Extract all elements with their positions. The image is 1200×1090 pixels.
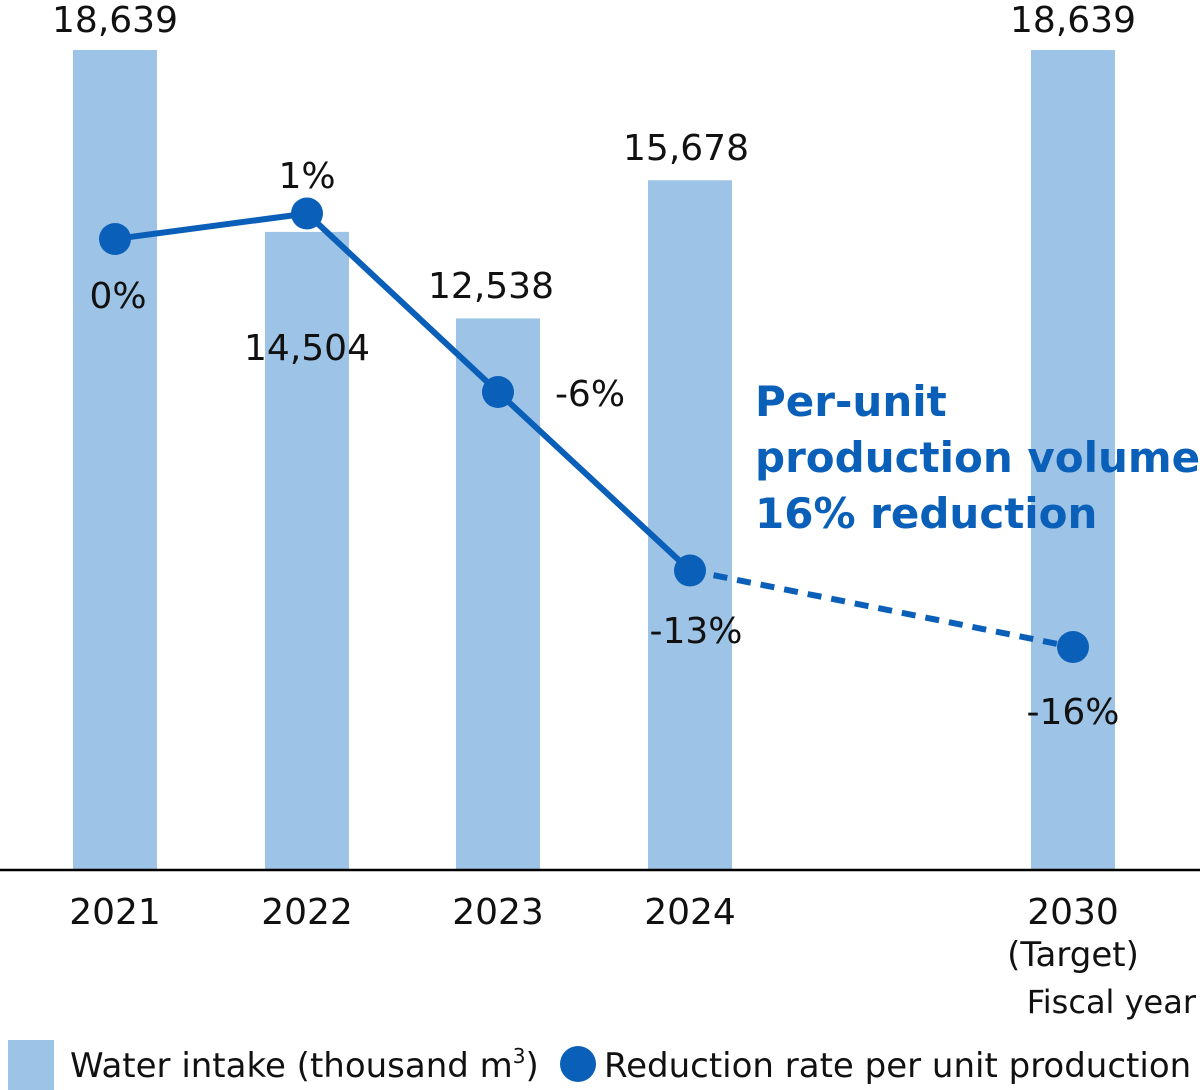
legend-marker-line (560, 1046, 596, 1082)
line-point-2024 (674, 554, 706, 587)
x-tick-label-2023: 2023 (452, 892, 544, 933)
line-point-2030 (1057, 631, 1089, 663)
line-value-label-2023: -6% (555, 374, 625, 415)
bar-2022 (265, 231, 349, 871)
annotation-line-3: 16% reduction (755, 489, 1097, 538)
x-tick-label-2030: 2030 (1027, 892, 1119, 933)
annotation-line-2: production volume (755, 433, 1200, 482)
bar-value-label-2023: 12,538 (428, 266, 554, 307)
bar-value-label-2022: 14,504 (244, 328, 370, 369)
legend-label-bar-sup: 3 (513, 1044, 526, 1068)
x-tick-sublabel-2030: (Target) (1007, 935, 1139, 975)
x-axis-title: Fiscal year (1027, 983, 1197, 1021)
line-segment-3 (495, 389, 693, 573)
bar-2023 (456, 318, 540, 871)
legend-swatch-bar (8, 1040, 54, 1090)
bar-value-label-2024: 15,678 (623, 128, 749, 169)
bar-value-label-2030: 18,639 (1010, 0, 1136, 41)
bar-2021 (73, 50, 157, 870)
line-value-label-2021: 0% (89, 276, 146, 317)
bar-2024 (648, 180, 732, 871)
line-value-label-2024: -13% (649, 611, 742, 652)
line-point-2022 (291, 197, 323, 230)
legend: Water intake (thousand m3) Reduction rat… (8, 1040, 1191, 1090)
legend-label-bar-main: Water intake (thousand m (70, 1046, 513, 1086)
bar-2030 (1031, 50, 1115, 870)
x-tick-label-2022: 2022 (261, 892, 353, 933)
x-tick-label-2021: 2021 (69, 892, 161, 933)
bar-value-label-2021: 18,639 (52, 0, 178, 41)
line-value-label-2022: 1% (278, 156, 335, 197)
legend-label-line: Reduction rate per unit production (604, 1046, 1191, 1086)
line-segment-1 (114, 210, 308, 242)
annotation-line-1: Per-unit (755, 377, 947, 426)
line-point-2023 (482, 376, 514, 408)
legend-label-bar: Water intake (thousand m3) (70, 1044, 539, 1086)
bar-group (73, 50, 1115, 871)
x-tick-label-2024: 2024 (644, 892, 736, 933)
label-group: 18,639 14,504 12,538 15,678 18,639 0% 1% -6% -13… (52, 0, 1139, 975)
line-series-group (99, 197, 1089, 663)
line-point-2021 (99, 223, 131, 255)
line-segment-2 (304, 211, 501, 395)
projected-line-segment-4 (689, 567, 1074, 650)
legend-label-bar-close: ) (526, 1046, 539, 1086)
line-value-label-2030: -16% (1026, 692, 1119, 733)
